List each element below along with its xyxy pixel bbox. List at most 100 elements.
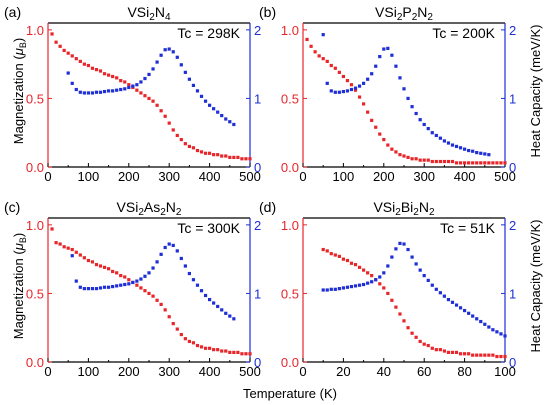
magnetization-point <box>321 57 325 61</box>
heat-capacity-point <box>321 288 325 292</box>
title-subscript: 2 <box>176 207 182 218</box>
panel-label: (c) <box>4 199 20 215</box>
magnetization-point <box>78 59 82 63</box>
heat-capacity-point <box>86 91 90 95</box>
x-tick-label: 0 <box>44 169 51 184</box>
magnetization-point <box>337 70 341 74</box>
magnetization-point <box>341 257 345 261</box>
y-right-tick-label: 1 <box>509 91 516 106</box>
magnetization-point <box>70 54 74 58</box>
magnetization-point <box>479 353 483 357</box>
heat-capacity-point <box>123 282 127 287</box>
magnetization-point <box>199 150 204 154</box>
title-text: N <box>155 4 165 20</box>
magnetization-point <box>414 335 418 339</box>
heat-capacity-point <box>366 281 370 285</box>
magnetization-point <box>179 137 183 142</box>
heat-capacity-point <box>370 72 374 76</box>
y-left-tick-label: 0.0 <box>281 355 299 370</box>
magnetization-point <box>102 265 107 269</box>
x-tick-label: 0 <box>44 364 51 379</box>
magnetization-point <box>187 339 191 344</box>
heat-capacity-point <box>216 110 220 114</box>
magnetization-point <box>471 161 475 165</box>
magnetization-point <box>410 331 414 335</box>
magnetization-point <box>147 96 151 101</box>
magnetization-point <box>483 161 487 165</box>
x-tick-label: 500 <box>239 364 261 379</box>
heat-capacity-point <box>471 314 475 318</box>
heat-capacity-point <box>119 87 123 92</box>
y-right-tick-label: 0 <box>254 160 261 175</box>
title-text: VSi <box>375 4 397 20</box>
magnetization-point <box>224 154 228 158</box>
magnetization-point <box>426 343 430 348</box>
magnetization-point <box>98 69 103 73</box>
heat-capacity-point <box>203 99 208 103</box>
magnetization-point <box>228 350 232 354</box>
title-subscript: 2 <box>397 12 403 23</box>
magnetization-point <box>487 161 491 165</box>
heat-capacity-series <box>70 242 236 321</box>
heat-capacity-point <box>422 274 426 278</box>
magnetization-point <box>402 319 406 323</box>
y-right-tick-label: 2 <box>509 218 516 233</box>
magnetization-point <box>446 159 451 164</box>
magnetization-point <box>430 346 434 350</box>
heat-capacity-point <box>90 91 95 95</box>
title-text: Bi <box>401 199 413 215</box>
heat-capacity-point <box>406 247 410 252</box>
heat-capacity-point <box>329 89 333 93</box>
magnetization-point <box>418 339 422 344</box>
heat-capacity-point <box>357 283 362 287</box>
heat-capacity-point <box>382 47 386 51</box>
magnetization-point <box>475 353 479 357</box>
heat-capacity-point <box>414 111 418 116</box>
heat-capacity-point <box>199 289 204 293</box>
heat-capacity-point <box>341 286 345 290</box>
magnetization-point <box>111 74 115 79</box>
heat-capacity-point <box>475 317 479 321</box>
magnetization-point <box>98 264 103 268</box>
magnetization-point <box>212 348 216 352</box>
heat-capacity-point <box>78 90 82 94</box>
magnetization-point <box>171 322 175 326</box>
heat-capacity-point <box>402 87 406 91</box>
x-axis-label: Temperature (K) <box>243 386 337 401</box>
heat-capacity-point <box>357 84 362 88</box>
heat-capacity-point <box>382 271 386 275</box>
magnetization-point <box>139 91 143 95</box>
heat-capacity-point <box>155 60 159 64</box>
magnetization-point <box>167 315 171 319</box>
heat-capacity-point <box>147 271 151 275</box>
magnetization-point <box>248 157 252 161</box>
heat-capacity-point <box>442 294 446 298</box>
heat-capacity-point <box>143 76 147 81</box>
heat-capacity-point <box>394 64 398 68</box>
heat-capacity-point <box>450 300 455 304</box>
heat-capacity-point <box>195 283 200 287</box>
y-left-tick-label: 0.0 <box>281 160 299 175</box>
heat-capacity-point <box>362 282 366 287</box>
magnetization-point <box>426 158 430 162</box>
heat-capacity-point <box>187 77 191 81</box>
heat-capacity-point <box>107 89 111 93</box>
magnetization-point <box>390 298 394 302</box>
magnetization-point <box>353 263 358 267</box>
heat-capacity-point <box>115 88 119 92</box>
heat-capacity-point <box>159 252 163 256</box>
magnetization-point <box>54 241 58 245</box>
x-tick-label: 200 <box>373 169 395 184</box>
heat-capacity-point <box>123 87 127 91</box>
heat-capacity-point <box>378 275 382 279</box>
magnetization-point <box>394 305 398 309</box>
magnetization-point <box>208 346 212 350</box>
magnetization-point <box>374 125 378 129</box>
title-subscript: 2 <box>138 207 144 218</box>
tc-label: Tc = 298K <box>177 25 240 41</box>
heat-capacity-point <box>175 249 179 253</box>
magnetization-point <box>321 247 325 252</box>
magnetization-point <box>82 62 86 66</box>
y-right-tick-label: 1 <box>509 286 516 301</box>
magnetization-point <box>212 153 216 157</box>
